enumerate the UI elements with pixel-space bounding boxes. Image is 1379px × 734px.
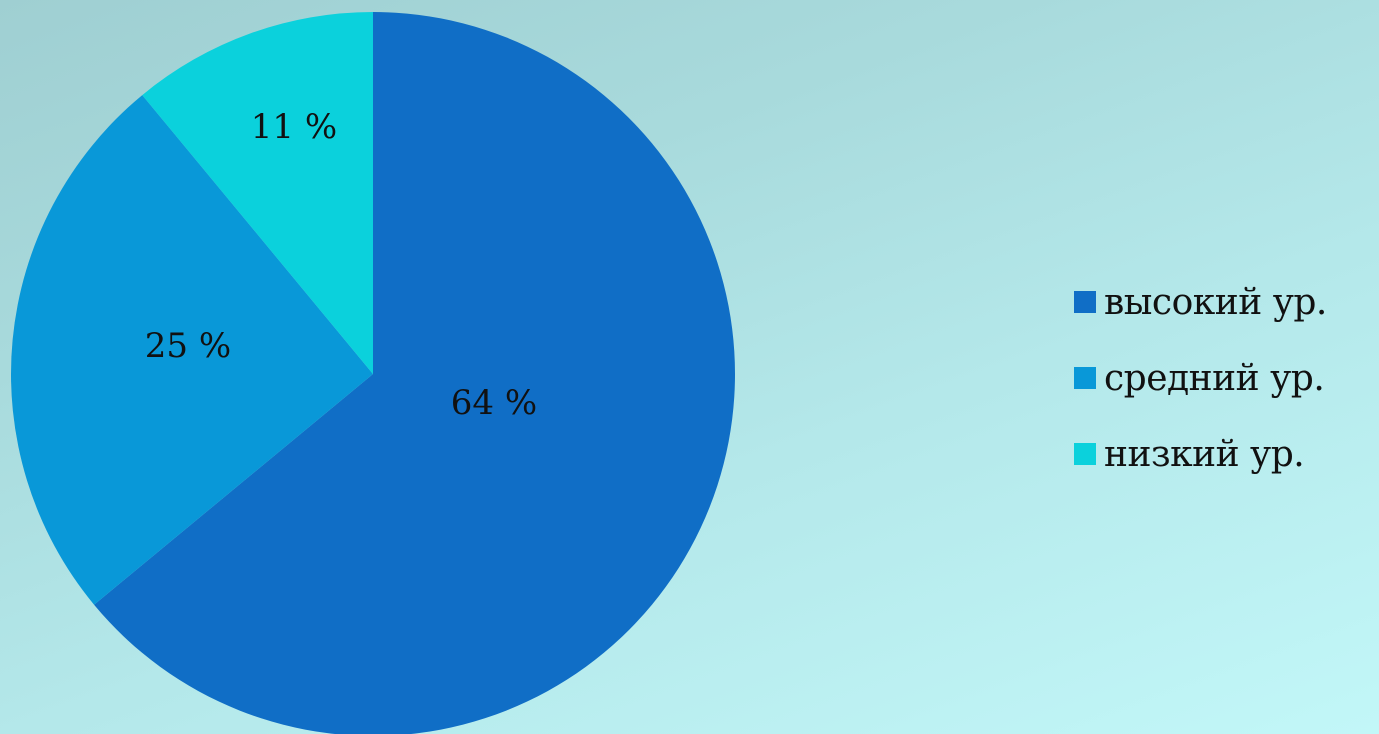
pie-slice-high <box>94 12 735 734</box>
slice-label-low: 11 % <box>251 107 337 147</box>
slice-label-medium: 25 % <box>145 326 231 366</box>
legend-item-low: низкий ур. <box>1074 428 1374 480</box>
pie-chart-svg: 64 % 25 % 11 % <box>10 11 735 734</box>
legend-label-low: низкий ур. <box>1104 433 1305 475</box>
legend-item-high: высокий ур. <box>1074 276 1374 328</box>
pie-slice-low <box>142 11 373 374</box>
pie-slice-medium <box>10 95 373 605</box>
legend-label-high: высокий ур. <box>1104 281 1327 323</box>
legend-swatch-low <box>1074 443 1096 465</box>
chart-legend: высокий ур. средний ур. низкий ур. <box>1074 276 1374 504</box>
pie-chart: 64 % 25 % 11 % <box>10 11 735 734</box>
legend-swatch-high <box>1074 291 1096 313</box>
legend-item-medium: средний ур. <box>1074 352 1374 404</box>
slice-label-high: 64 % <box>451 383 537 423</box>
legend-label-medium: средний ур. <box>1104 357 1325 399</box>
legend-swatch-medium <box>1074 367 1096 389</box>
